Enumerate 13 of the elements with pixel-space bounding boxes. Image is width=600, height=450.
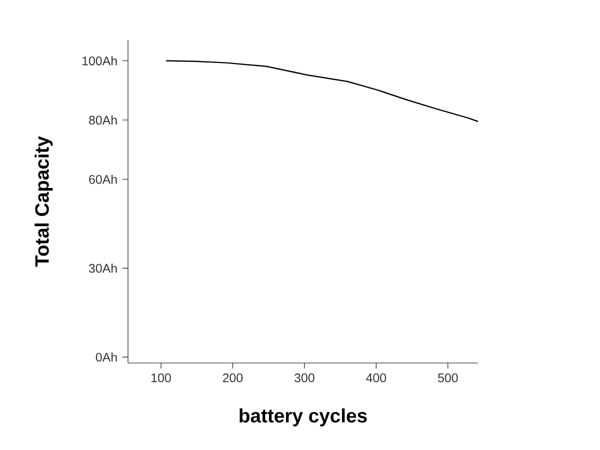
y-tick-label: 60Ah [89,174,117,184]
y-tick-label: 100Ah [82,56,117,66]
x-axis-title: battery cycles [240,408,367,426]
x-tick-label: 100 [152,373,171,382]
y-tick-label: 80Ah [89,115,117,125]
y-tick-label: 0Ah [96,352,117,362]
x-tick-label: 500 [438,373,458,382]
x-tick-label: 400 [366,373,386,382]
x-tick-label: 300 [294,373,314,382]
line-series [165,60,478,122]
y-axis-title: Total Capacity [34,136,53,267]
y-tick-label: 30Ah [88,264,117,273]
x-tick-label: 200 [222,373,243,382]
